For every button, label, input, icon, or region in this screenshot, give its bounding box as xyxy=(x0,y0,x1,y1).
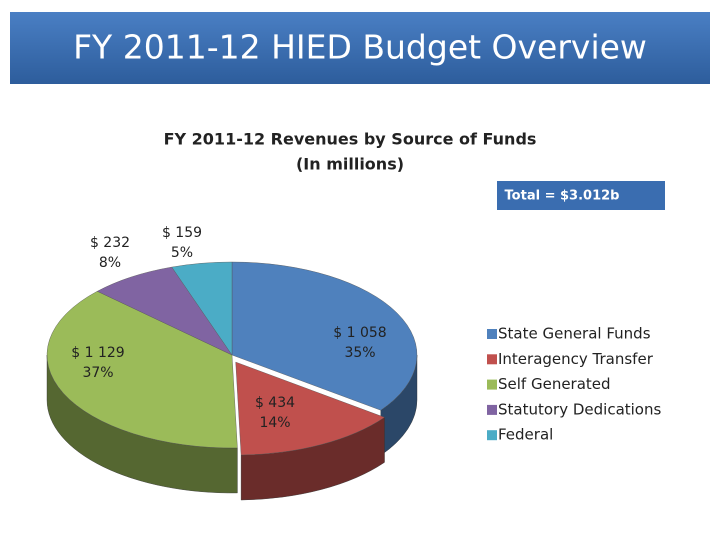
slice xyxy=(171,261,233,356)
legend-swatch xyxy=(487,430,497,441)
data-label-value: $ 1 129 xyxy=(71,345,124,361)
legend-label: Interagency Transfer xyxy=(498,350,654,368)
legend: State General Funds Interagency Transfer S… xyxy=(487,325,661,444)
slice xyxy=(235,361,385,456)
data-label-value: $ 159 xyxy=(162,225,202,241)
data-label-value: $ 434 xyxy=(255,395,295,411)
pie: $ 1 058 35% $ 434 14% $ 1 129 37% $ 232 8% $ 159… xyxy=(46,225,418,501)
legend-label: State General Funds xyxy=(498,325,651,343)
legend-label: Federal xyxy=(498,426,553,444)
legend-label: Statutory Dedications xyxy=(498,400,661,418)
data-label-percent: 35% xyxy=(344,345,375,361)
header-bar xyxy=(10,12,710,84)
legend-swatch xyxy=(487,329,497,339)
data-label-value: $ 232 xyxy=(90,235,130,251)
data-label-value: $ 1 058 xyxy=(333,325,386,341)
total-annotation: Total = $3.012b xyxy=(505,189,620,204)
legend-swatch xyxy=(487,354,497,365)
slide-title: FY 2011-12 HIED Budget Overview xyxy=(73,28,647,67)
data-label-percent: 37% xyxy=(82,365,113,381)
total-box xyxy=(497,181,665,210)
legend-label: Self Generated xyxy=(498,375,611,393)
legend-swatch xyxy=(487,404,497,415)
data-label-percent: 5% xyxy=(171,245,193,261)
legend-swatch xyxy=(487,379,497,390)
data-label-percent: 14% xyxy=(259,415,290,431)
slice xyxy=(231,261,418,411)
slice xyxy=(46,291,238,449)
data-label-percent: 8% xyxy=(99,255,121,271)
chart-subtitle: (In millions) xyxy=(296,155,404,174)
chart-title: FY 2011-12 Revenues by Source of Funds xyxy=(164,130,537,149)
